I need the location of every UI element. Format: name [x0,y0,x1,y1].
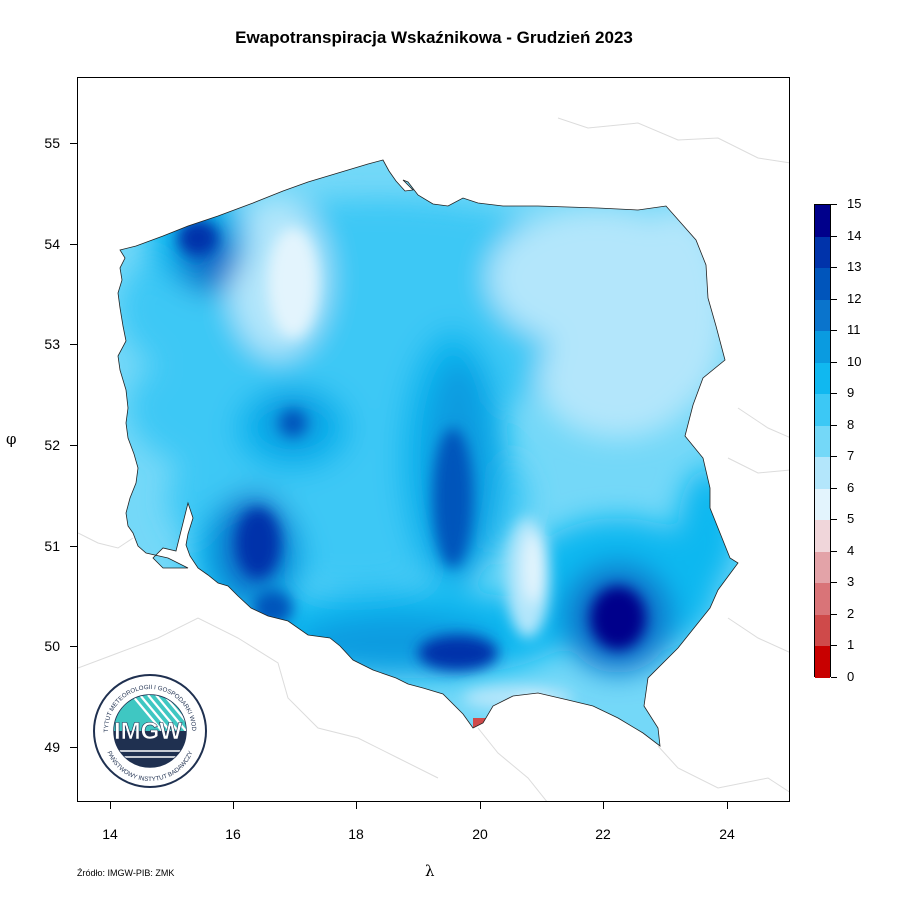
legend-swatch [815,268,830,301]
logo-abbreviation: IMGW [114,718,182,745]
legend-tick [831,235,837,237]
y-tick-label: 51 [44,538,60,554]
legend-label: 9 [847,385,855,401]
y-tick-mark [70,244,77,245]
legend-swatch [815,457,830,490]
legend-swatch [815,583,830,616]
legend-swatch [815,551,830,584]
color-legend [814,204,831,679]
x-tick-label: 16 [225,826,241,842]
y-tick-mark [70,445,77,446]
imgw-logo: IMGW INSTYTUT METEOROLOGII I GOSPODARKI … [92,673,207,788]
legend-tick [831,204,837,205]
legend-tick [831,393,837,395]
legend-label: 7 [847,448,855,464]
legend-label: 1 [847,637,855,653]
legend-swatch [815,331,830,364]
y-axis-label: φ [6,430,17,448]
legend-swatch [815,488,830,521]
legend-label: 2 [847,605,855,621]
y-tick-mark [70,546,77,547]
legend-tick [831,487,837,489]
legend-swatch [815,299,830,332]
x-tick-label: 18 [348,826,364,842]
legend-label: 15 [847,196,862,211]
y-tick-mark [70,646,77,647]
x-tick-label: 24 [719,826,735,842]
map-canvas [78,117,789,801]
legend-tick [831,645,837,647]
legend-label: 3 [847,574,855,590]
legend-tick [831,519,837,521]
neighbour-borders [78,117,789,801]
legend-tick [831,456,837,458]
legend-tick [831,550,837,552]
map-title: Ewapotranspiracja Wskaźnikowa - Grudzień… [235,28,633,47]
legend-swatch [815,425,830,458]
legend-tick [831,330,837,332]
legend-tick [831,424,837,426]
y-tick-label: 55 [44,135,60,151]
legend-tick [831,582,837,584]
legend-swatch [815,236,830,269]
legend-swatch [815,205,830,238]
legend-swatch [815,362,830,395]
legend-label: 11 [847,322,861,338]
x-tick-mark [356,802,357,809]
y-tick-label: 49 [44,739,60,755]
legend-label: 10 [847,353,862,369]
legend-label: 5 [847,511,855,527]
legend-swatch [815,520,830,553]
legend-tick [831,298,837,300]
legend-swatch [815,646,830,679]
y-tick-label: 53 [44,336,60,352]
legend-label: 0 [847,669,855,684]
x-tick-label: 14 [102,826,118,842]
legend-label: 13 [847,259,862,275]
y-tick-label: 52 [44,437,60,453]
legend-tick [831,613,837,615]
x-tick-mark [727,802,728,809]
legend-tick [831,361,837,363]
y-tick-mark [70,747,77,748]
legend-label: 8 [847,416,855,432]
legend-tick [831,677,837,678]
legend-label: 4 [847,542,855,558]
legend-label: 6 [847,479,855,495]
map-plot-area [77,77,790,802]
legend-tick [831,267,837,269]
y-tick-label: 50 [44,638,60,654]
x-axis-label: λ [425,862,435,880]
legend-swatch [815,614,830,647]
y-tick-mark [70,344,77,345]
legend-label: 14 [847,227,862,243]
x-tick-label: 22 [595,826,611,842]
x-tick-mark [603,802,604,809]
y-tick-label: 54 [44,236,60,252]
y-tick-mark [70,143,77,144]
x-tick-mark [480,802,481,809]
x-tick-label: 20 [472,826,488,842]
x-tick-mark [233,802,234,809]
legend-label: 12 [847,290,862,306]
poland-border [117,159,739,747]
source-note: Źródło: IMGW-PIB: ZMK [77,868,175,878]
x-tick-mark [110,802,111,809]
legend-swatch [815,394,830,427]
